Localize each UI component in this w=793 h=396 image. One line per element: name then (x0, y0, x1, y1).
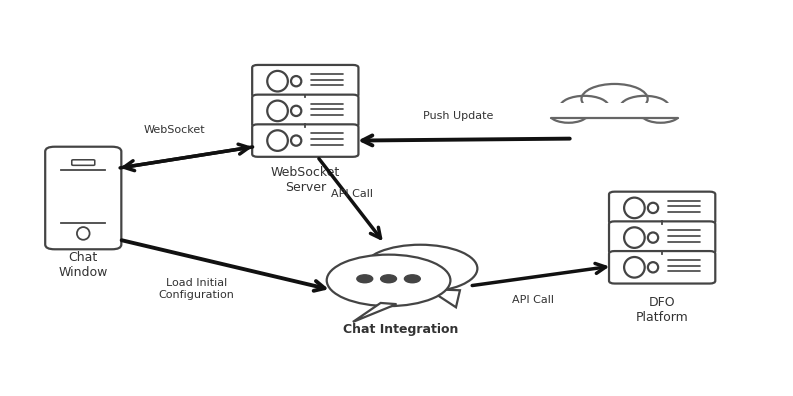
Ellipse shape (550, 105, 588, 123)
Circle shape (404, 275, 420, 283)
Polygon shape (353, 303, 396, 322)
Text: WebSocket
Server: WebSocket Server (270, 166, 340, 194)
Polygon shape (428, 289, 460, 307)
Ellipse shape (363, 245, 477, 292)
FancyBboxPatch shape (609, 192, 715, 224)
Ellipse shape (77, 227, 90, 240)
FancyBboxPatch shape (71, 160, 95, 166)
Bar (547, 103, 682, 118)
Ellipse shape (267, 130, 288, 151)
Ellipse shape (581, 84, 648, 114)
Ellipse shape (648, 203, 658, 213)
Text: Push Update: Push Update (423, 111, 493, 121)
Ellipse shape (291, 76, 301, 86)
Ellipse shape (648, 262, 658, 272)
Ellipse shape (291, 106, 301, 116)
Circle shape (357, 275, 373, 283)
Ellipse shape (624, 227, 645, 248)
Text: Chat
Window: Chat Window (59, 251, 108, 280)
Ellipse shape (267, 71, 288, 91)
Circle shape (381, 275, 396, 283)
Text: DFO
Platform: DFO Platform (636, 296, 688, 324)
Ellipse shape (624, 257, 645, 278)
FancyBboxPatch shape (609, 251, 715, 284)
FancyBboxPatch shape (45, 147, 121, 249)
Ellipse shape (560, 96, 609, 118)
FancyBboxPatch shape (252, 95, 358, 127)
Ellipse shape (267, 101, 288, 121)
Ellipse shape (620, 96, 669, 118)
Text: Load Initial
Configuration: Load Initial Configuration (159, 278, 235, 300)
Ellipse shape (291, 135, 301, 146)
Text: API Call: API Call (331, 189, 374, 199)
Text: Chat Integration: Chat Integration (343, 323, 458, 336)
Ellipse shape (648, 232, 658, 243)
FancyBboxPatch shape (252, 124, 358, 157)
Text: WebSocket: WebSocket (144, 125, 205, 135)
FancyBboxPatch shape (252, 65, 358, 97)
Ellipse shape (642, 105, 680, 123)
FancyBboxPatch shape (609, 221, 715, 254)
Text: API Call: API Call (512, 295, 554, 305)
Ellipse shape (624, 198, 645, 218)
Ellipse shape (327, 255, 450, 306)
